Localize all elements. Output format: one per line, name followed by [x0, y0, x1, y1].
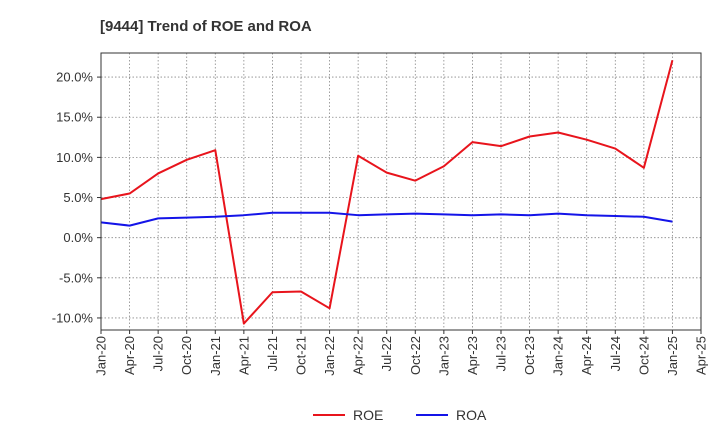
- series-line-roa: [100, 211, 673, 227]
- x-tick-label: Apr-23: [465, 336, 480, 375]
- y-axis-ticks: 20.0% 15.0% 10.0% 5.0% 0.0% -5.0% -10.0%: [52, 70, 101, 325]
- x-tick-label: Jan-21: [208, 336, 223, 376]
- x-tick-label: Oct-22: [408, 336, 423, 375]
- y-tick-label: 5.0%: [63, 190, 93, 205]
- x-tick-label: Apr-22: [351, 336, 366, 375]
- x-axis-ticks: Jan-20 Apr-20 Jul-20 Oct-20 Jan-21 Apr-21 Jul-…: [94, 330, 709, 376]
- legend-label-roe: ROE: [353, 407, 383, 423]
- series-line-roe: [100, 59, 674, 325]
- x-tick-label: Jan-24: [551, 336, 566, 376]
- x-tick-label: Oct-20: [179, 336, 194, 375]
- y-tick-label: -5.0%: [59, 270, 93, 285]
- y-tick-label: 0.0%: [63, 230, 93, 245]
- x-tick-label: Jan-22: [322, 336, 337, 376]
- x-tick-label: Jul-21: [265, 336, 280, 371]
- y-tick-label: 20.0%: [56, 70, 93, 85]
- x-tick-label: Apr-25: [694, 336, 709, 375]
- legend-label-roa: ROA: [456, 407, 487, 423]
- chart-title: [9444] Trend of ROE and ROA: [100, 18, 312, 35]
- x-tick-label: Jan-23: [436, 336, 451, 376]
- x-tick-label: Jan-25: [665, 336, 680, 376]
- series-lines: [100, 59, 674, 325]
- x-tick-label: Oct-24: [636, 336, 651, 375]
- y-tick-label: 15.0%: [56, 110, 93, 125]
- x-tick-label: Apr-20: [122, 336, 137, 375]
- plot-frame: [100, 52, 702, 331]
- x-tick-label: Oct-23: [522, 336, 537, 375]
- x-tick-label: Jul-22: [379, 336, 394, 371]
- x-tick-label: Jan-20: [94, 336, 109, 376]
- legend: ROE ROA: [313, 407, 487, 423]
- plot-area: [101, 53, 701, 330]
- x-tick-label: Jul-24: [608, 336, 623, 371]
- x-tick-label: Apr-24: [579, 336, 594, 375]
- y-tick-label: 10.0%: [56, 150, 93, 165]
- x-tick-label: Jul-23: [494, 336, 509, 371]
- x-tick-label: Oct-21: [294, 336, 309, 375]
- x-tick-label: Jul-20: [151, 336, 166, 371]
- grid-lines: [101, 53, 701, 330]
- x-tick-label: Apr-21: [236, 336, 251, 375]
- y-tick-label: -10.0%: [52, 310, 94, 325]
